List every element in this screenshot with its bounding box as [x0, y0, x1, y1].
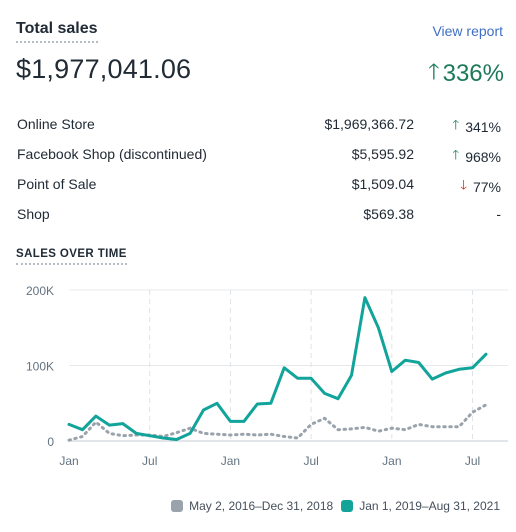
y-tick-label: 100K	[26, 360, 54, 374]
x-tick-label: Jul	[142, 454, 157, 468]
sales-over-time-title: SALES OVER TIME	[16, 248, 127, 265]
x-tick-label: Jul	[303, 454, 318, 468]
arrow-down-icon: 🡓	[460, 177, 467, 192]
channel-change: 🡓 77%	[460, 176, 501, 198]
legend-swatch-current	[341, 500, 354, 512]
sales-over-time-chart[interactable]: 0 100K 200K Jan Jul Jan Jul Jan Jul	[0, 272, 516, 472]
legend-label-previous: May 2, 2016–Dec 31, 2018	[189, 499, 334, 513]
arrow-up-icon: 🡑	[452, 117, 460, 132]
arrow-up-icon: 🡑	[452, 147, 460, 162]
channel-name: Shop	[17, 206, 50, 222]
series-line-previous	[67, 403, 488, 442]
channel-name: Online Store	[17, 116, 95, 132]
channel-row-point-of-sale: Point of Sale $1,509.04 🡓 77%	[0, 168, 516, 198]
channel-value: $569.38	[363, 206, 414, 222]
channel-row-shop: Shop $569.38 -	[0, 198, 516, 228]
channel-value: $1,969,366.72	[324, 116, 414, 132]
arrow-up-icon: 🡑	[428, 59, 440, 84]
channel-change-value: 77%	[472, 179, 501, 195]
channel-change: 🡑 968%	[452, 146, 501, 168]
channel-value: $1,509.04	[351, 176, 414, 192]
y-tick-label: 0	[47, 435, 54, 449]
legend-item-current[interactable]: Jan 1, 2019–Aug 31, 2021	[341, 499, 500, 513]
channel-name: Point of Sale	[17, 176, 97, 192]
view-report-link[interactable]: View report	[432, 23, 503, 39]
total-change-value: 336%	[442, 60, 504, 87]
series-line-current	[67, 296, 488, 441]
chart-legend: May 2, 2016–Dec 31, 2018 Jan 1, 2019–Aug…	[163, 499, 500, 513]
channel-row-facebook-shop: Facebook Shop (discontinued) $5,595.92 🡑…	[0, 138, 516, 168]
total-sales-title: Total sales	[16, 20, 98, 43]
y-tick-label: 200K	[26, 284, 54, 298]
channel-value: $5,595.92	[351, 146, 414, 162]
x-tick-label: Jan	[382, 454, 401, 468]
channel-change: 🡑 341%	[452, 116, 501, 138]
channel-breakdown-list: Online Store $1,969,366.72 🡑 341% Facebo…	[0, 108, 516, 228]
x-tick-label: Jan	[221, 454, 240, 468]
channel-change-value: 968%	[465, 149, 501, 165]
legend-item-previous[interactable]: May 2, 2016–Dec 31, 2018	[171, 499, 333, 513]
legend-swatch-previous	[171, 500, 184, 512]
channel-row-online-store: Online Store $1,969,366.72 🡑 341%	[0, 108, 516, 138]
channel-name: Facebook Shop (discontinued)	[17, 146, 207, 162]
total-sales-value: $1,977,041.06	[16, 54, 192, 84]
total-change: 🡑 336%	[428, 55, 504, 93]
legend-label-current: Jan 1, 2019–Aug 31, 2021	[359, 499, 500, 513]
channel-change-value: -	[496, 206, 501, 222]
x-tick-label: Jul	[465, 454, 480, 468]
x-tick-label: Jan	[59, 454, 78, 468]
channel-change-value: 341%	[465, 119, 501, 135]
channel-change: -	[496, 206, 501, 222]
